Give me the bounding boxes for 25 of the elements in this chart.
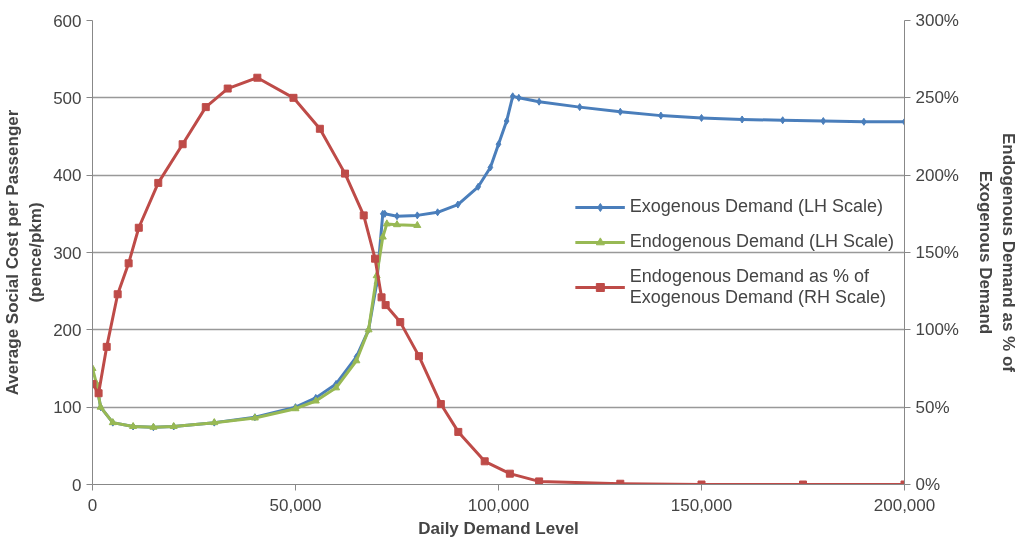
y-tick-label: 200 (53, 320, 82, 340)
y2-tick-label: 250% (915, 88, 959, 108)
y-tick-label: 500 (53, 88, 82, 108)
y-tick-label: 300 (53, 243, 82, 263)
y2-tick-label: 0% (915, 475, 941, 494)
legend-label: Endogenous Demand (LH Scale) (629, 231, 894, 252)
x-tick-label: 50,000 (269, 495, 322, 515)
y2-tick-label: 300% (915, 11, 959, 30)
y2-tick-label: 50% (915, 397, 950, 417)
y-tick-label: 400 (53, 166, 82, 186)
y2-axis-title: Endogenous Demand as % of Exogenous Demand (975, 133, 1018, 373)
y-tick-label: 600 (53, 11, 82, 31)
y-tick-label: 100 (53, 398, 82, 418)
legend-label: Endogenous Demand as % of Exogenous Demand (RH Scale) (629, 266, 886, 308)
y-tick-label: 0 (72, 475, 82, 495)
y2-tick-label: 200% (915, 165, 959, 185)
x-axis-title: Daily Demand Level (418, 518, 579, 538)
x-tick-label: 150,000 (670, 495, 733, 515)
x-tick-label: 0 (87, 495, 98, 515)
legend-label: Exogenous Demand (LH Scale) (629, 196, 883, 217)
y2-tick-label: 100% (915, 320, 959, 340)
y2-tick-label: 150% (915, 243, 959, 262)
x-tick-label: 200,000 (873, 495, 936, 515)
x-tick-label: 100,000 (467, 495, 530, 515)
y-axis-title: Average Social Cost per Passenger (pence/pkm) (3, 109, 46, 396)
